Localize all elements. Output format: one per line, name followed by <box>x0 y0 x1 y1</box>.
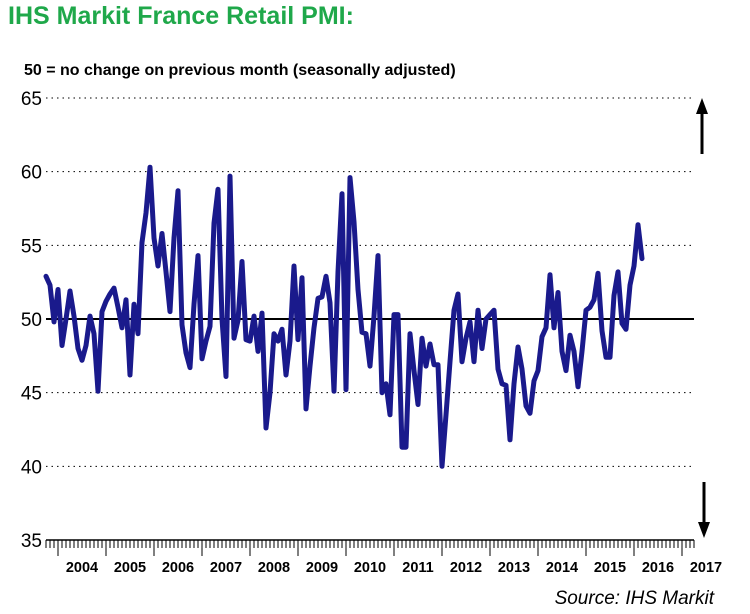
y-tick-label: 50 <box>21 310 42 331</box>
x-tick-label: 2015 <box>594 560 626 576</box>
x-tick-label: 2006 <box>162 560 194 576</box>
y-tick-label: 35 <box>21 531 42 552</box>
x-tick-label: 2004 <box>66 560 98 576</box>
x-tick-label: 2013 <box>498 560 530 576</box>
y-tick-label: 55 <box>21 236 42 257</box>
x-tick-label: 2016 <box>642 560 674 576</box>
chart-subtitle: 50 = no change on previous month (season… <box>24 62 456 79</box>
x-tick-label: 2009 <box>306 560 338 576</box>
x-tick-label: 2010 <box>354 560 386 576</box>
x-tick-label: 2017 <box>690 560 722 576</box>
x-tick-label: 2008 <box>258 560 290 576</box>
series-line-0 <box>43 164 645 469</box>
x-tick-label: 2011 <box>402 560 433 576</box>
x-tick-label: 2014 <box>546 560 578 576</box>
chart-title: IHS Markit France Retail PMI: <box>8 2 354 30</box>
y-tick-label: 60 <box>21 163 42 184</box>
up-arrow-icon <box>696 98 708 114</box>
down-arrow-icon <box>698 522 710 538</box>
x-tick-label: 2007 <box>210 560 242 576</box>
y-tick-label: 40 <box>21 457 42 478</box>
x-tick-label: 2012 <box>450 560 482 576</box>
y-tick-label: 45 <box>21 384 42 405</box>
x-tick-label: 2005 <box>114 560 146 576</box>
y-tick-label: 65 <box>21 89 42 110</box>
source-note: Source: IHS Markit <box>554 588 714 609</box>
